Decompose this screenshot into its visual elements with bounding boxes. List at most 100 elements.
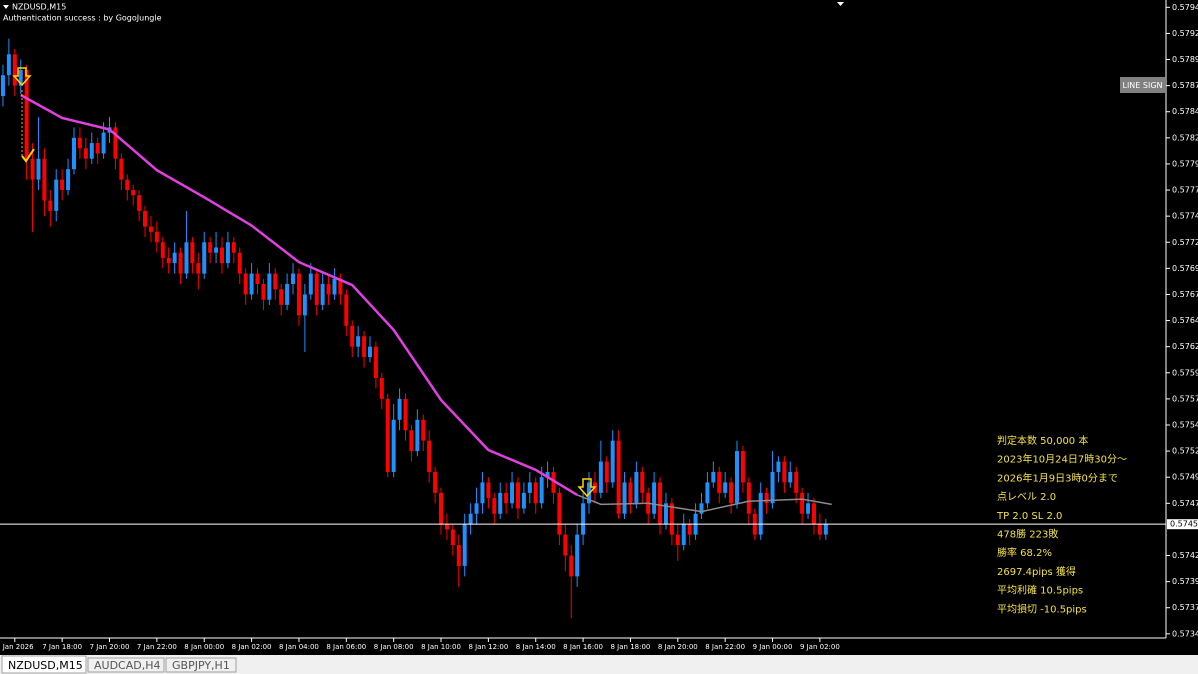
candle-body [344, 294, 349, 326]
line-sign-button[interactable] [1120, 77, 1165, 93]
candle-body [533, 482, 538, 504]
candle-body [403, 398, 408, 431]
y-tick-label: 0.57495 [1172, 473, 1198, 482]
candle-body [811, 503, 816, 525]
stat-line: 平均利確 10.5pips [997, 584, 1083, 597]
candle-body [66, 169, 71, 191]
candle-body [362, 336, 367, 358]
candle-body [391, 419, 396, 472]
candle-body [261, 284, 266, 300]
candle-body [486, 482, 491, 499]
candle-body [36, 158, 41, 180]
candle-body [658, 482, 663, 525]
candle-body [468, 513, 473, 525]
tab-bar [0, 655, 1198, 674]
tab[interactable] [165, 657, 237, 673]
candle-body [539, 477, 544, 504]
candle-body [379, 377, 384, 399]
candle-body [6, 54, 11, 76]
candle-body [770, 471, 775, 504]
candle-body [285, 284, 290, 305]
candle-body [243, 273, 248, 295]
candle-body [433, 471, 438, 493]
candle-body [267, 273, 272, 300]
x-tick-label: 9 Jan 02:00 [800, 643, 840, 651]
candle-body [95, 143, 100, 154]
x-tick-label: 7 Jan 22:00 [137, 643, 177, 651]
candle-body [439, 492, 444, 525]
x-tick-label: 8 Jan 02:00 [232, 643, 272, 651]
y-tick-label: 0.57745 [1172, 212, 1198, 221]
candle-body [48, 200, 53, 211]
x-tick-label: 8 Jan 20:00 [658, 643, 698, 651]
candle-body [190, 242, 195, 264]
candle-body [462, 524, 467, 566]
candle-body [427, 440, 432, 472]
candle-body [338, 278, 343, 295]
line-sign-label[interactable]: LINE SIGN [1122, 81, 1162, 90]
candle-body [776, 461, 781, 472]
tab-label[interactable]: NZDUSD,M15 [8, 659, 83, 672]
stats: 判定本数 50,000 本 2023年10月24日7時30分～ 2026年1月9日3… [996, 434, 1127, 615]
x-tick-label: 8 Jan 14:00 [516, 643, 556, 651]
moving-average [20, 93, 578, 497]
candle-body [740, 451, 745, 483]
candle-body [143, 210, 148, 227]
x-tick-label: 7 Jan 20:00 [90, 643, 130, 651]
candle-body [634, 471, 639, 504]
tab-label[interactable]: AUDCAD,H4 [94, 659, 161, 672]
x-tick-label: 7 Jan 2026 [0, 643, 34, 651]
candle-body [131, 190, 136, 196]
candle-body [273, 273, 278, 290]
candle-body [758, 492, 763, 535]
candle-body [480, 482, 485, 504]
candle-body [249, 273, 254, 295]
candle-body [137, 195, 142, 211]
candle-body [782, 461, 787, 483]
candle-body [54, 179, 59, 211]
candle-body [604, 461, 609, 483]
candle-body [699, 503, 704, 514]
candle-body [735, 451, 740, 504]
y-tick-label: 0.57795 [1172, 159, 1198, 168]
candle-body [474, 503, 479, 514]
tab[interactable] [87, 657, 165, 673]
candle-body [385, 398, 390, 472]
candle-body [551, 471, 556, 493]
candle-body [504, 492, 509, 504]
candle-body [444, 524, 449, 530]
candle-body [125, 179, 130, 191]
candle-body [302, 294, 307, 316]
y-tick-label: 0.57695 [1172, 264, 1198, 273]
candle-body [598, 461, 603, 493]
y-tick-label: 0.57345 [1172, 629, 1198, 638]
tab-label[interactable]: GBPJPY,H1 [172, 659, 230, 672]
candle-body [83, 148, 88, 159]
candle-body [296, 273, 301, 316]
candle-body [675, 534, 680, 546]
candle-body [711, 471, 716, 483]
x-tick-label: 8 Jan 04:00 [279, 643, 319, 651]
candle-body [450, 529, 455, 546]
candle-body [24, 69, 29, 159]
candle-body [154, 231, 159, 243]
candle-body [184, 242, 189, 274]
candle-body [178, 252, 183, 274]
stat-line: 478勝 223敗 [997, 528, 1058, 541]
candle-body [225, 242, 230, 264]
candle-body [148, 226, 153, 232]
tab[interactable] [1, 655, 87, 674]
candle-body [527, 482, 532, 493]
candle-body [356, 336, 361, 347]
candle-body [166, 257, 171, 264]
x-tick-label: 8 Jan 12:00 [468, 643, 508, 651]
candle-body [746, 482, 751, 514]
candle-body [817, 524, 822, 535]
candle-body [705, 482, 710, 504]
candle-body [652, 482, 657, 514]
candle-body [764, 492, 769, 504]
